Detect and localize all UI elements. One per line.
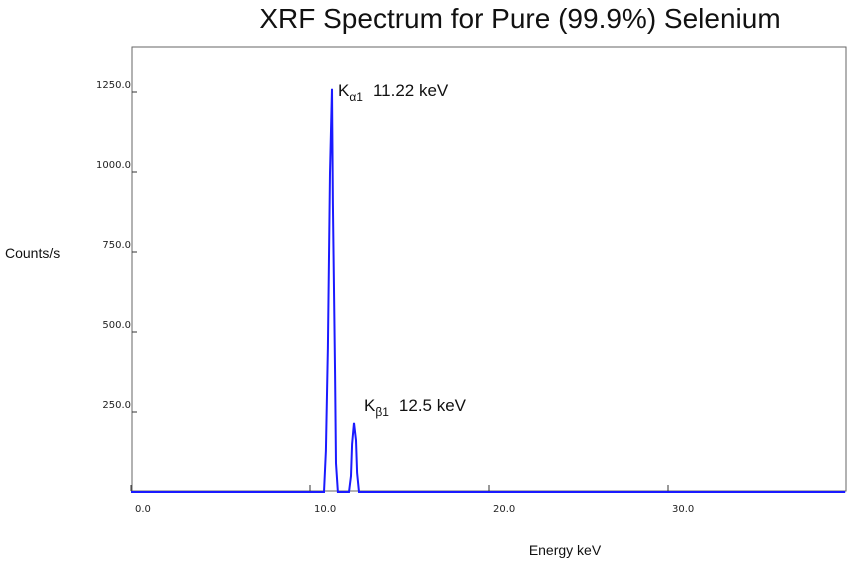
annotation-subscript: α1	[349, 90, 363, 104]
x-axis-label: Energy keV	[529, 542, 602, 558]
y-tick-label: 1000.0	[96, 160, 131, 171]
x-tick-label: 10.0	[314, 504, 336, 515]
x-tick-label: 20.0	[493, 504, 515, 515]
y-tick-label: 250.0	[102, 400, 131, 411]
y-axis-label: Counts/s	[5, 245, 60, 261]
annotation-text: 12.5 keV	[399, 396, 467, 415]
y-tick-label: 500.0	[102, 320, 131, 331]
annotation-k-alpha1: Kα1 11.22 keV	[338, 81, 449, 104]
spectrum-line	[131, 88, 846, 493]
y-tick-label: 750.0	[102, 240, 131, 251]
annotation-symbol: K	[364, 396, 376, 415]
annotation-symbol: K	[338, 81, 350, 100]
y-axis: 250.0 500.0 750.0 1000.0 1250.0	[96, 80, 137, 413]
annotation-k-beta1: Kβ1 12.5 keV	[364, 396, 467, 419]
x-axis: 0.0 10.0 20.0 30.0	[130, 485, 694, 515]
y-tick-label: 1250.0	[96, 80, 131, 91]
x-tick-label: 0.0	[135, 504, 151, 515]
annotation-text: 11.22 keV	[373, 81, 449, 100]
x-tick-label: 30.0	[672, 504, 694, 515]
chart-title: XRF Spectrum for Pure (99.9%) Selenium	[259, 3, 780, 34]
annotation-subscript: β1	[375, 405, 389, 419]
plot-area	[131, 46, 847, 492]
